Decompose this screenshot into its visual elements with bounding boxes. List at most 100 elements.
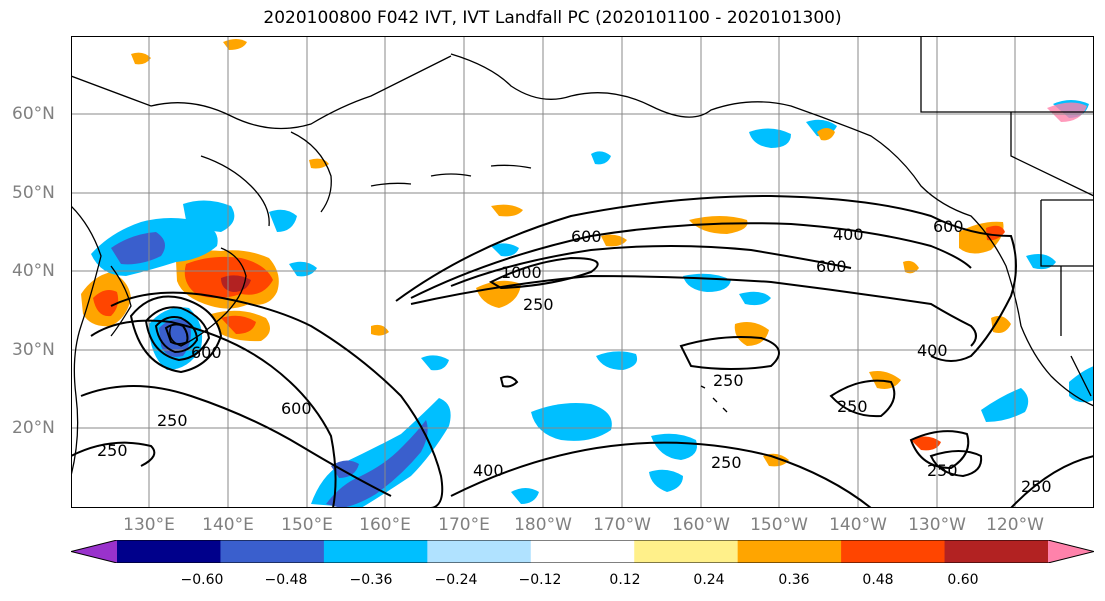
anomaly-positive-jet-c [491, 204, 523, 217]
lon-label-130e: 130°E [123, 515, 175, 535]
contour-250-south [80, 385, 392, 497]
contour-label: 600 [816, 257, 847, 276]
anomaly-positive-jet-a [689, 216, 748, 234]
contour-250-sw [71, 441, 156, 467]
contour-label: 400 [917, 341, 948, 360]
lon-label-140w: 140°W [829, 515, 887, 535]
anomaly-positive-w-b [223, 39, 247, 50]
lon-label-180w: 180°W [514, 515, 572, 535]
contour-label: 1000 [501, 263, 542, 282]
anomaly-negative-cpac-c [651, 433, 697, 460]
anomaly-negative-nw-a [749, 128, 791, 148]
anomaly-negative-jet-a [683, 273, 731, 292]
colorbar-segment [117, 540, 221, 563]
lon-label-120w: 120°W [986, 515, 1044, 535]
contour-400-jet [410, 222, 972, 299]
anomaly-negative-ne-c [1069, 366, 1094, 403]
contour-storm-4 [164, 323, 189, 345]
contour-storm-2 [144, 306, 211, 362]
contour-250-e2 [829, 379, 896, 418]
anomaly-positive-ne-e [911, 436, 941, 451]
anomaly-negative-tongue-core [326, 420, 428, 508]
colorbar-tick: 0.12 [609, 572, 641, 588]
anomaly-positive-ne-b [986, 225, 1005, 241]
contour-label: 400 [833, 225, 864, 244]
contour-250-inner [410, 274, 977, 347]
colorbar-segment [530, 540, 635, 563]
colorbar-tick: 0.48 [862, 572, 894, 588]
contour-label: 250 [97, 441, 128, 460]
colorbar-tick: 0.36 [778, 572, 810, 588]
contour-label-group: 600 400 600 600 1000 250 400 250 250 250… [97, 217, 1052, 496]
lon-label-170e: 170°E [438, 515, 490, 535]
contour-label: 250 [711, 453, 742, 472]
colorbar-tick: −0.36 [349, 572, 393, 588]
contour-label: 250 [713, 371, 744, 390]
coast-aleutians [370, 164, 532, 187]
coast-kamchatka [290, 131, 332, 213]
anomaly-negative-asia-d [269, 209, 297, 232]
coast-china [71, 205, 102, 477]
ivt-contours [71, 194, 1094, 508]
anomaly-negative-cpac-f [511, 488, 539, 504]
map-canvas: 600 400 600 600 1000 250 400 250 250 250… [71, 36, 1094, 508]
contour-250-e1 [679, 336, 780, 370]
colorbar-segments [71, 540, 1094, 563]
anomaly-negative-cpac-d [649, 469, 683, 492]
lat-label-30n: 30°N [12, 340, 55, 360]
anomaly-positive-korea-core [93, 290, 119, 317]
lat-label-60n: 60°N [12, 104, 55, 124]
anomaly-positive-mid-d [817, 128, 835, 141]
filled-anomalies [81, 39, 1094, 508]
lat-label-50n: 50°N [12, 183, 55, 203]
colorbar-tick: 0.60 [947, 572, 979, 588]
anomaly-positive-w-d [371, 324, 389, 336]
anomaly-negative-ne-e [289, 261, 317, 277]
lon-label-140e: 140°E [202, 515, 254, 535]
coast-japan [169, 247, 247, 347]
coast-states [1040, 199, 1094, 336]
contour-250-island [499, 375, 519, 388]
lon-label-170w: 170°W [593, 515, 651, 535]
colorbar-tick: −0.60 [180, 572, 224, 588]
anomaly-negative-cpac-a [531, 403, 612, 441]
colorbar-tick: −0.48 [264, 572, 308, 588]
lat-label-40n: 40°N [12, 261, 55, 281]
colorbar-segment [71, 540, 117, 563]
coast-bc [920, 36, 1094, 197]
colorbar-tick: 0.24 [693, 572, 725, 588]
anomaly-negative-tongue [311, 398, 451, 508]
contour-250-cpac [450, 441, 872, 508]
coast-hawaii [700, 385, 728, 413]
anomaly-negative-jet-b [739, 291, 771, 306]
contour-label: 600 [281, 399, 312, 418]
contour-label: 250 [837, 397, 868, 416]
contour-label: 250 [157, 411, 188, 430]
lat-label-20n: 20°N [12, 418, 55, 438]
colorbar-segment [427, 540, 532, 563]
graticule [71, 36, 1094, 508]
contour-600-jet [450, 245, 852, 287]
coastlines [71, 36, 1094, 477]
lon-label-130w: 130°W [908, 515, 966, 535]
anomaly-positive-jet-d [601, 234, 627, 247]
anomaly-positive-mid-c [763, 453, 789, 467]
contour-1000-jet [488, 256, 599, 290]
colorbar-segment [1048, 540, 1094, 563]
anomaly-negative-cpac-b [596, 351, 638, 370]
lon-label-150w: 150°W [750, 515, 808, 535]
anomaly-negative-tongue-b [331, 460, 359, 478]
contour-label: 250 [523, 295, 554, 314]
anomaly-negative-asia-c [183, 200, 235, 232]
map-panel: 600 400 600 600 1000 250 400 250 250 250… [71, 36, 1094, 508]
contour-storm-5 [110, 291, 444, 508]
colorbar-segment [323, 540, 428, 563]
contour-250-e3 [909, 430, 970, 470]
contour-250-e5 [1010, 455, 1094, 508]
coast-baja [1070, 355, 1092, 397]
colorbar-segment [220, 540, 325, 563]
contour-label: 600 [933, 217, 964, 236]
contour-label: 400 [473, 461, 504, 480]
contour-250-e4 [929, 450, 983, 478]
coast-korea [110, 265, 132, 337]
